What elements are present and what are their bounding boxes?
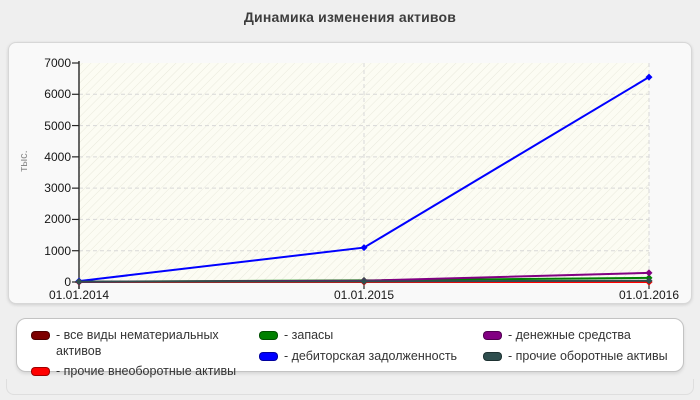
legend-label: - денежные средства xyxy=(508,328,631,342)
x-tick-label: 01.01.2015 xyxy=(333,288,395,302)
legend-swatch xyxy=(483,351,502,361)
y-tick-label: 1000 xyxy=(44,243,71,258)
legend-item: - дебиторская задолженность xyxy=(259,349,483,365)
x-tick-label: 01.01.2016 xyxy=(618,288,680,302)
chart-svg xyxy=(72,61,653,289)
series-point xyxy=(645,277,653,285)
legend-item: - запасы xyxy=(259,328,483,344)
legend-swatch xyxy=(259,331,278,340)
legend-label: - дебиторская задолженность xyxy=(284,348,458,363)
legend-column: - запасы - дебиторская задолженность xyxy=(259,328,483,365)
legend-panel: - все виды нематериальных активов - прочи… xyxy=(16,318,684,378)
legend-swatch xyxy=(31,331,50,340)
legend-label: - прочие внеоборотные активы xyxy=(56,364,237,379)
y-tick-label: 4000 xyxy=(44,149,71,164)
legend-column: - все виды нематериальных активов - прочи… xyxy=(31,328,259,378)
y-tick-label: 2000 xyxy=(44,212,71,227)
series-point xyxy=(360,277,368,285)
page-title: Динамика изменения активов xyxy=(243,9,457,25)
y-tick-label: 3000 xyxy=(44,181,71,196)
legend-label: - прочие оборотные активы xyxy=(508,348,668,363)
x-tick-label: 01.01.2014 xyxy=(48,288,110,302)
series-point xyxy=(645,73,653,81)
y-tick-label: 7000 xyxy=(44,56,71,70)
y-tick-label: 0 xyxy=(64,275,71,289)
series-point xyxy=(75,278,83,286)
legend-column: - денежные средства - прочие оборотные ак… xyxy=(483,328,673,365)
legend-swatch xyxy=(259,351,278,361)
legend-item: - все виды нематериальных активов xyxy=(31,328,259,359)
legend-item: - прочие внеоборотные активы xyxy=(31,364,259,380)
legend-label: - все виды нематериальных активов xyxy=(56,328,219,358)
legend-item: - денежные средства xyxy=(483,328,673,344)
legend-label: - запасы xyxy=(284,328,334,342)
chart-panel: тыс. 0 1000 2000 3000 4000 5000 6000 7000 01.01.… xyxy=(8,42,692,304)
series-point xyxy=(360,244,368,252)
legend-swatch xyxy=(31,367,50,377)
series-point xyxy=(645,269,653,277)
y-tick-label: 6000 xyxy=(44,87,71,102)
legend-item: - прочие оборотные активы xyxy=(483,349,673,365)
outer-card-bottom-edge xyxy=(6,379,694,395)
legend-swatch xyxy=(483,331,502,340)
y-tick-label: 5000 xyxy=(44,118,71,133)
